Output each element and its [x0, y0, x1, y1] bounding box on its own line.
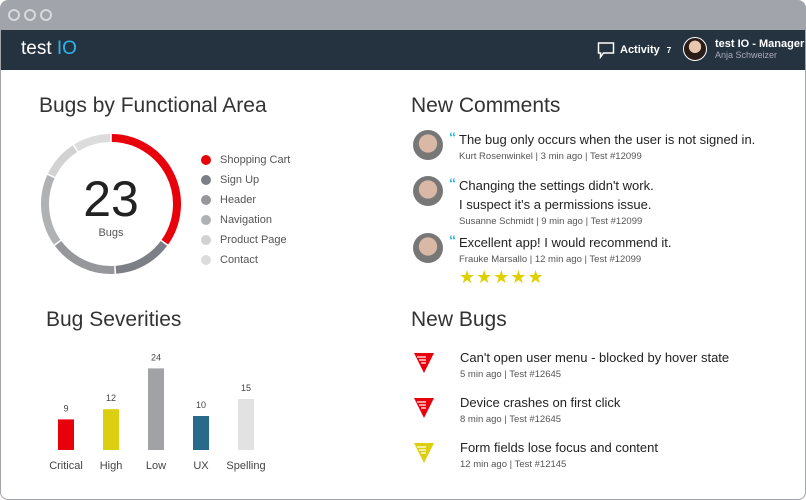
- close-button[interactable]: [8, 9, 20, 21]
- avatar: [683, 37, 707, 61]
- bar-low: [148, 368, 164, 450]
- donut-segment: [111, 134, 181, 245]
- legend-swatch: [201, 155, 211, 165]
- quote-icon: “: [449, 175, 456, 191]
- legend-swatch: [201, 195, 211, 205]
- donut-segment: [54, 240, 115, 274]
- legend-item: Contact: [201, 250, 290, 270]
- legend-swatch: [201, 215, 211, 225]
- bar-category-label: Spelling: [226, 460, 265, 472]
- activity-button[interactable]: Activity 7: [597, 41, 671, 59]
- avatar: [413, 233, 443, 263]
- bug-item[interactable]: Form fields lose focus and content 12 min…: [413, 440, 658, 470]
- bar-value-label: 9: [63, 403, 68, 413]
- dashboard: Bugs by Functional Area 23 Bugs Shopping…: [1, 70, 805, 499]
- bug-item[interactable]: Can't open user menu - blocked by hover …: [413, 350, 729, 380]
- speech-bubble-icon: [597, 42, 615, 59]
- window-controls: [8, 9, 52, 21]
- legend-swatch: [201, 235, 211, 245]
- legend-swatch: [201, 175, 211, 185]
- legend-item: Navigation: [201, 210, 290, 230]
- donut-segment: [48, 145, 78, 178]
- quote-icon: “: [449, 232, 456, 248]
- maximize-button[interactable]: [40, 9, 52, 21]
- comment-item[interactable]: “ The bug only occurs when the user is n…: [413, 130, 755, 162]
- bar-high: [103, 409, 119, 450]
- bug-total: 23: [83, 171, 139, 227]
- legend-item: Header: [201, 190, 290, 210]
- legend-item: Product Page: [201, 230, 290, 250]
- bar-critical: [58, 419, 74, 450]
- avatar: [413, 130, 443, 160]
- severity-icon: [414, 443, 434, 463]
- severity-icon: [414, 353, 434, 373]
- comment-item[interactable]: “ Excellent app! I would recommend it. Fr…: [413, 233, 671, 288]
- bar-category-label: High: [100, 460, 123, 472]
- bar-spelling: [238, 399, 254, 450]
- bar-value-label: 10: [196, 400, 206, 410]
- legend-swatch: [201, 255, 211, 265]
- bar-value-label: 24: [151, 352, 161, 362]
- bar-ux: [193, 416, 209, 450]
- bar-value-label: 15: [241, 383, 251, 393]
- severities-bar-chart: 9 Critical 12 High 24 Low 10 UX 15 Spelling: [49, 352, 265, 472]
- avatar: [413, 176, 443, 206]
- comment-item[interactable]: “ Changing the settings didn't work. I su…: [413, 176, 654, 227]
- donut-segment: [41, 174, 61, 245]
- severities-title: Bug Severities: [46, 308, 182, 331]
- bugs-title: New Bugs: [411, 308, 507, 331]
- bar-category-label: Critical: [49, 460, 83, 472]
- bar-category-label: UX: [193, 460, 209, 472]
- donut-segment: [115, 240, 168, 274]
- functional-area-donut: [41, 134, 181, 274]
- star-rating: ★★★★★: [459, 267, 545, 287]
- functional-area-legend: Shopping Cart Sign Up Header Navigation …: [201, 150, 290, 270]
- severity-icon: [414, 398, 434, 418]
- legend-item: Sign Up: [201, 170, 290, 190]
- bug-total-label: Bugs: [98, 227, 124, 239]
- bug-item[interactable]: Device crashes on first click 8 min ago |…: [413, 395, 620, 425]
- bar-category-label: Low: [146, 460, 166, 472]
- donut-segment: [74, 134, 111, 152]
- bar-value-label: 12: [106, 393, 116, 403]
- minimize-button[interactable]: [24, 9, 36, 21]
- comments-title: New Comments: [411, 94, 561, 117]
- top-nav: test IO Activity 7 test IO - Manager Anja …: [1, 30, 805, 70]
- user-menu[interactable]: test IO - Manager Anja Schweizer: [683, 37, 804, 61]
- quote-icon: “: [449, 129, 456, 145]
- functional-area-title: Bugs by Functional Area: [39, 94, 267, 117]
- activity-count: 7: [666, 45, 672, 55]
- logo[interactable]: test IO: [21, 38, 77, 59]
- legend-item: Shopping Cart: [201, 150, 290, 170]
